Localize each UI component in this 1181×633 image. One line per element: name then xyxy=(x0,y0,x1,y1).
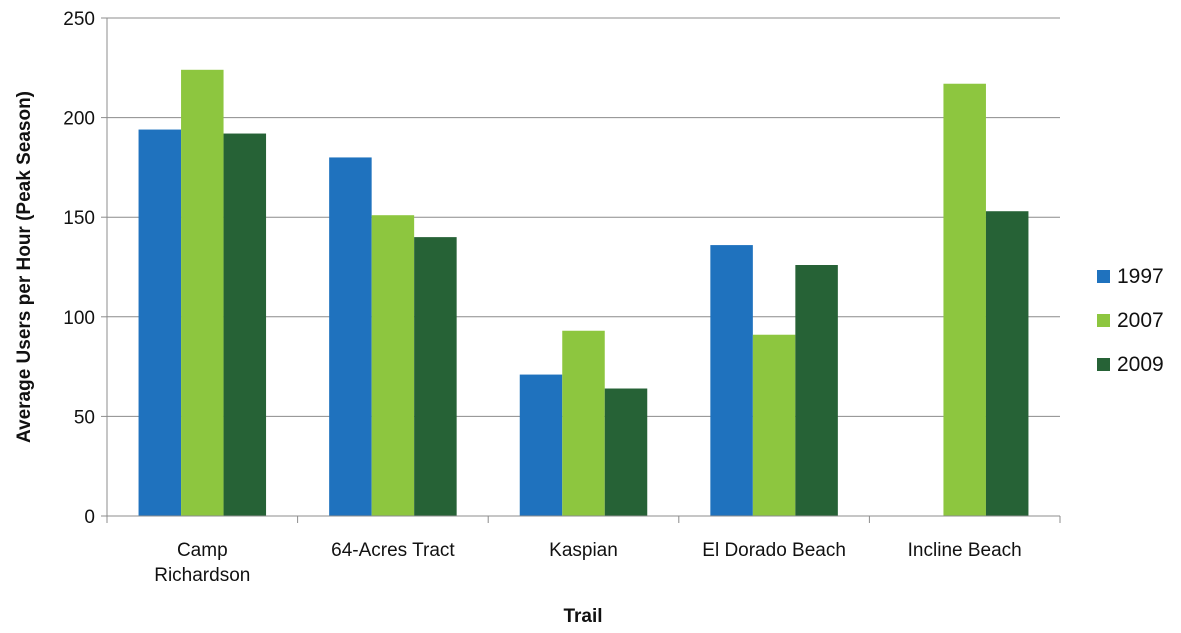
bar-2009-1 xyxy=(414,237,457,516)
legend-swatch-2007 xyxy=(1097,314,1110,327)
x-category-label: El Dorado Beach xyxy=(702,540,846,561)
legend-label-1997: 1997 xyxy=(1117,265,1164,288)
x-category-label: Kaspian xyxy=(549,540,618,561)
y-axis-title: Average Users per Hour (Peak Season) xyxy=(14,91,35,443)
y-tick-label: 50 xyxy=(74,407,95,428)
x-category-label: 64-Acres Tract xyxy=(331,540,455,561)
y-tick-label: 150 xyxy=(63,208,95,229)
y-tick-label: 100 xyxy=(63,308,95,329)
y-tick-label: 200 xyxy=(63,109,95,130)
y-tick-label: 250 xyxy=(63,9,95,30)
y-tick-label: 0 xyxy=(84,507,95,528)
legend-swatch-2009 xyxy=(1097,358,1110,371)
bar-2007-4 xyxy=(943,83,986,517)
bar-2009-0 xyxy=(223,133,267,516)
legend-label-2007: 2007 xyxy=(1117,309,1164,332)
bar-1997-1 xyxy=(329,157,372,516)
bar-2007-1 xyxy=(371,215,415,516)
x-category-label: Richardson xyxy=(154,565,250,586)
bar-1997-3 xyxy=(710,245,753,516)
axis-layer: 0 50 100 150 200 250 Camp Richardson 64-Acres Tr… xyxy=(63,9,1061,586)
bar-2009-2 xyxy=(604,388,648,516)
bar-2007-2 xyxy=(562,330,605,516)
legend: 1997 2007 2009 xyxy=(1097,265,1164,376)
legend-swatch-1997 xyxy=(1097,270,1110,283)
x-category-label: Camp xyxy=(177,540,228,561)
x-axis-title: Trail xyxy=(563,606,602,627)
bar-2009-3 xyxy=(795,265,838,516)
x-category-label: Incline Beach xyxy=(908,540,1022,561)
legend-label-2009: 2009 xyxy=(1117,353,1164,376)
bar-1997-0 xyxy=(138,129,182,516)
bar-2007-3 xyxy=(752,334,796,516)
bar-1997-2 xyxy=(519,374,563,516)
bar-2009-4 xyxy=(985,211,1029,516)
bar-layer xyxy=(138,69,1029,517)
bar-2007-0 xyxy=(181,69,224,517)
